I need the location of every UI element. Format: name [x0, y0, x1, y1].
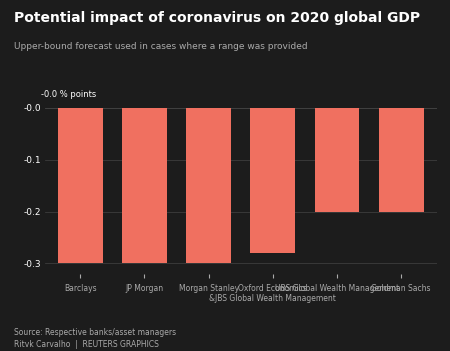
Bar — [186, 108, 231, 263]
Text: Upper-bound forecast used in cases where a range was provided: Upper-bound forecast used in cases where… — [14, 42, 307, 51]
Bar — [379, 108, 423, 212]
Bar — [122, 108, 167, 263]
Text: Ritvk Carvalho  |  REUTERS GRAPHICS: Ritvk Carvalho | REUTERS GRAPHICS — [14, 340, 158, 350]
Bar — [58, 108, 103, 263]
Text: Source: Respective banks/asset managers: Source: Respective banks/asset managers — [14, 328, 176, 337]
Text: Potential impact of coronavirus on 2020 global GDP: Potential impact of coronavirus on 2020 … — [14, 11, 419, 25]
Text: -0.0 % points: -0.0 % points — [41, 90, 96, 99]
Bar — [250, 108, 295, 253]
Bar — [315, 108, 360, 212]
